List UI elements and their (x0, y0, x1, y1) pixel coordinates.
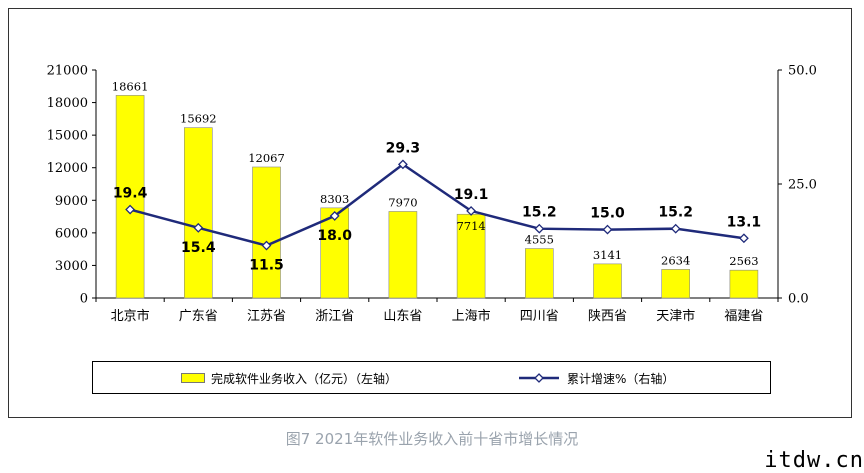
x-tick-label: 北京市 (111, 308, 150, 324)
line-point (670, 223, 681, 234)
bar (388, 211, 418, 299)
x-tick-label: 天津市 (656, 308, 695, 324)
bar-value-label: 12067 (248, 151, 285, 165)
bar (593, 263, 622, 299)
bar (184, 127, 213, 299)
left-tick-label: 12000 (47, 161, 88, 176)
line-point (261, 240, 272, 251)
bar-value-label: 2563 (729, 254, 758, 268)
bar (456, 213, 486, 299)
left-tick-label: 6000 (55, 226, 88, 241)
legend: 完成软件业务收入（亿元）（左轴） 累计增速%（右轴） (92, 361, 771, 394)
x-tick-label: 山东省 (383, 309, 422, 324)
legend-bar-label: 完成软件业务收入（亿元）（左轴） (211, 372, 398, 386)
line-value-label: 13.1 (727, 214, 762, 230)
line-point (534, 223, 545, 234)
line-value-label: 19.1 (454, 187, 489, 203)
x-tick-label: 陕西省 (588, 309, 627, 324)
x-tick-label: 浙江省 (315, 309, 354, 324)
right-tick-label: 25.0 (788, 178, 817, 193)
chart-frame (8, 8, 852, 418)
line-value-label: 11.5 (249, 258, 284, 274)
right-tick-label: 0.0 (788, 292, 809, 307)
line-point (466, 205, 477, 216)
bar-value-label: 15692 (180, 112, 217, 126)
bar (115, 95, 145, 299)
line-point (738, 233, 749, 244)
bar-value-label: 3141 (593, 248, 622, 262)
bar-value-label: 7714 (456, 219, 485, 233)
left-tick-label: 3000 (55, 259, 88, 274)
line-point (602, 224, 613, 235)
watermark: itdw.cn (764, 448, 864, 473)
left-tick-label: 15000 (47, 129, 88, 144)
right-tick-label: 50.0 (788, 64, 817, 79)
x-tick-label: 上海市 (452, 308, 491, 324)
bar-value-label: 18661 (112, 79, 149, 93)
line-value-label: 15.4 (181, 240, 216, 256)
bar (661, 269, 691, 299)
x-tick-label: 福建省 (724, 309, 763, 324)
line-value-label: 15.2 (522, 205, 557, 221)
figure-caption: 图7 2021年软件业务收入前十省市增长情况 (285, 430, 579, 448)
line-point (329, 211, 340, 221)
legend-line-swatch (519, 373, 559, 383)
bar (729, 269, 759, 299)
left-tick-label: 18000 (47, 96, 88, 111)
bar-value-label: 7970 (388, 195, 417, 209)
bar-value-label: 8303 (320, 192, 349, 206)
line-value-label: 18.0 (317, 228, 352, 244)
bar-value-label: 2634 (661, 253, 690, 267)
left-tick-label: 21000 (47, 64, 88, 79)
x-tick-label: 四川省 (520, 309, 559, 324)
x-tick-label: 广东省 (179, 309, 218, 324)
line-value-label: 19.4 (113, 186, 148, 202)
line-value-label: 15.2 (658, 205, 693, 221)
growth-line (129, 162, 745, 247)
bar-value-label: 4555 (525, 233, 554, 247)
line-value-label: 15.0 (590, 206, 625, 222)
legend-bar-swatch (181, 373, 205, 383)
line-point (193, 222, 204, 233)
bar (524, 248, 554, 299)
x-tick-label: 江苏省 (247, 308, 286, 324)
line-point (397, 159, 408, 170)
line-value-label: 29.3 (386, 140, 421, 156)
bar (320, 207, 350, 299)
left-tick-label: 9000 (55, 194, 88, 209)
bar (252, 166, 281, 299)
line-point (125, 204, 136, 215)
left-tick-label: 0 (80, 292, 88, 307)
legend-line-label: 累计增速%（右轴） (567, 372, 675, 386)
